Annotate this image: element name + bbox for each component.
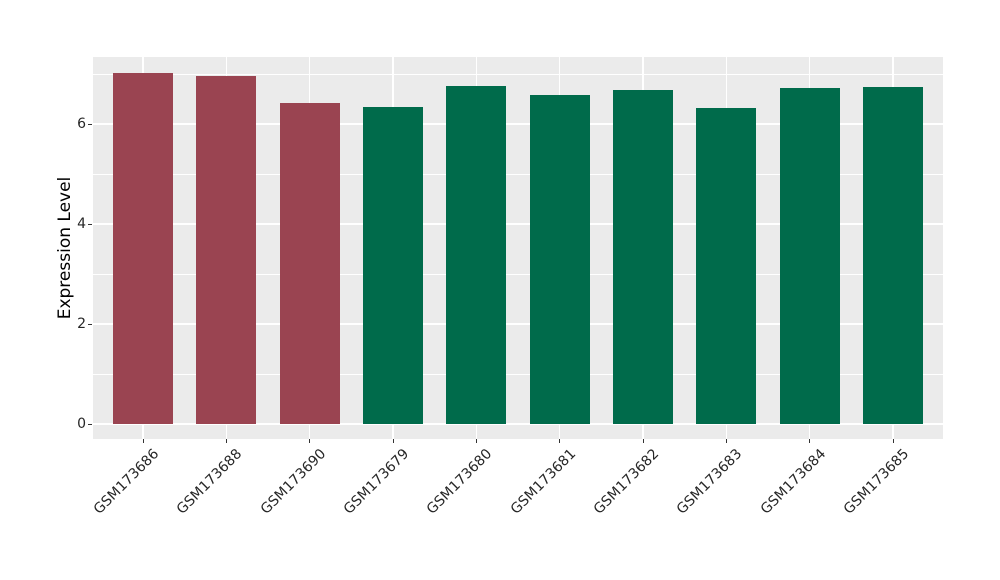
x-tick-mark (475, 439, 477, 443)
x-tick-mark (642, 439, 644, 443)
x-tick-mark (225, 439, 227, 443)
gridline-minor (93, 373, 943, 375)
y-tick-mark (88, 123, 92, 125)
gridline-major (93, 423, 943, 425)
plot-panel (93, 57, 943, 439)
x-tick-mark (142, 439, 144, 443)
y-tick-label-2: 2 (77, 316, 86, 332)
bar-GSM173690 (279, 103, 340, 424)
x-tick-mark (392, 439, 394, 443)
x-tick-mark (559, 439, 561, 443)
y-tick-label-6: 6 (77, 116, 86, 132)
y-tick-label-0: 0 (77, 416, 86, 432)
bar-GSM173681 (529, 94, 590, 424)
gridline-minor (93, 73, 943, 75)
y-tick-mark (88, 323, 92, 325)
gridline-major (93, 223, 943, 225)
bar-GSM173679 (363, 107, 423, 424)
x-tick-mark (309, 439, 311, 443)
bar-GSM173683 (696, 107, 757, 424)
gridline-minor (93, 273, 943, 275)
bar-GSM173685 (863, 87, 923, 424)
x-tick-mark (892, 439, 894, 443)
bar-GSM173684 (779, 88, 840, 424)
x-tick-mark (725, 439, 727, 443)
gridline-minor (93, 173, 943, 175)
y-tick-label-4: 4 (77, 216, 86, 232)
y-tick-mark (88, 423, 92, 425)
bar-GSM173686 (113, 73, 173, 424)
bar-GSM173680 (446, 85, 507, 424)
y-tick-mark (88, 223, 92, 225)
bar-GSM173682 (613, 89, 673, 424)
bar-GSM173688 (196, 76, 257, 424)
gridline-major (93, 323, 943, 325)
x-tick-mark (809, 439, 811, 443)
gridline-major (93, 123, 943, 125)
